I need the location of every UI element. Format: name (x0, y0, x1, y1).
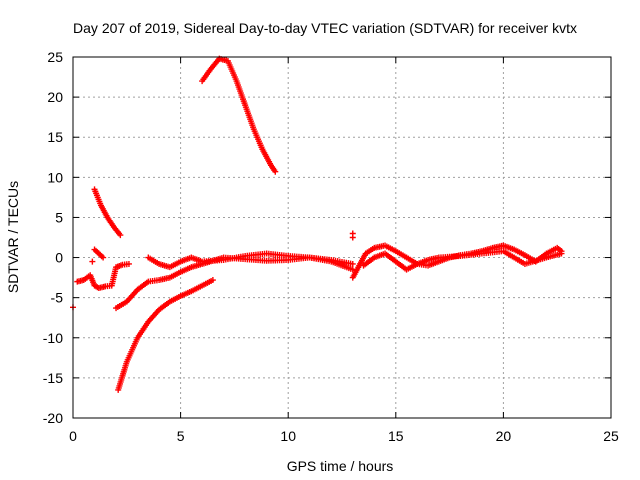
data-point-arc-deep-neg (209, 277, 216, 284)
y-axis-label: SDTVAR / TECUs (5, 181, 21, 293)
data-points (70, 55, 565, 393)
x-tick-label: 10 (280, 428, 296, 444)
y-tick-label: -10 (43, 330, 63, 346)
x-tick-label: 20 (496, 428, 512, 444)
data-point-arc-main-b (349, 260, 356, 267)
y-tick-label: -15 (43, 370, 63, 386)
y-tick-label: -20 (43, 410, 63, 426)
y-tick-label: 25 (47, 49, 63, 65)
chart-title: Day 207 of 2019, Sidereal Day-to-day VTE… (73, 20, 577, 36)
y-tick-label: 0 (55, 250, 63, 266)
y-tick-label: 5 (55, 209, 63, 225)
tick-layer: 0 5 10 15 20 25 -20 -15 -10 -5 0 5 10 15 20 25 (43, 49, 619, 444)
x-tick-label: 5 (177, 428, 185, 444)
grid-layer (73, 57, 611, 418)
x-tick-label: 25 (603, 428, 619, 444)
data-point-arc-early-cluster (125, 260, 132, 267)
data-point-arc-early-pos (117, 232, 124, 239)
data-point-arc-early-pos2 (100, 254, 107, 261)
y-tick-label: -5 (51, 290, 64, 306)
x-tick-label: 15 (388, 428, 404, 444)
data-point-isolated (89, 258, 96, 265)
data-point-arc-high (272, 168, 279, 175)
y-tick-label: 15 (47, 129, 63, 145)
y-tick-label: 10 (47, 169, 63, 185)
data-point-arc-mid-b (558, 250, 565, 257)
x-tick-label: 0 (69, 428, 77, 444)
y-tick-label: 20 (47, 89, 63, 105)
data-point-isolated (349, 234, 356, 241)
plot-frame (72, 56, 612, 419)
x-axis-label: GPS time / hours (287, 458, 394, 474)
